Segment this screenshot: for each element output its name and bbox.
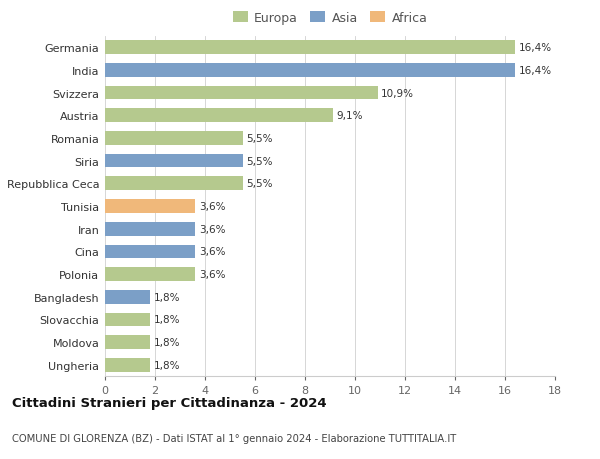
Bar [105,87,377,100]
Bar [105,41,515,55]
Text: 1,8%: 1,8% [154,360,180,370]
Text: 5,5%: 5,5% [246,156,273,166]
Bar [105,64,515,78]
Bar [105,268,195,281]
Text: 10,9%: 10,9% [381,88,414,98]
Bar [105,336,150,349]
Bar [105,358,150,372]
Text: 1,8%: 1,8% [154,292,180,302]
Text: 3,6%: 3,6% [199,247,225,257]
Bar [105,200,195,213]
Text: 9,1%: 9,1% [336,111,363,121]
Text: COMUNE DI GLORENZA (BZ) - Dati ISTAT al 1° gennaio 2024 - Elaborazione TUTTITALI: COMUNE DI GLORENZA (BZ) - Dati ISTAT al … [12,433,456,442]
Bar [105,245,195,258]
Bar [105,313,150,326]
Text: 3,6%: 3,6% [199,202,225,212]
Text: 5,5%: 5,5% [246,179,273,189]
Text: 1,8%: 1,8% [154,337,180,347]
Text: 3,6%: 3,6% [199,224,225,234]
Bar [105,291,150,304]
Bar [105,223,195,236]
Bar [105,132,242,146]
Text: 16,4%: 16,4% [519,66,552,76]
Text: Cittadini Stranieri per Cittadinanza - 2024: Cittadini Stranieri per Cittadinanza - 2… [12,396,326,409]
Text: 3,6%: 3,6% [199,269,225,280]
Legend: Europa, Asia, Africa: Europa, Asia, Africa [230,9,430,27]
Bar [105,155,242,168]
Text: 5,5%: 5,5% [246,134,273,144]
Bar [105,109,332,123]
Bar [105,177,242,190]
Text: 16,4%: 16,4% [519,43,552,53]
Text: 1,8%: 1,8% [154,315,180,325]
